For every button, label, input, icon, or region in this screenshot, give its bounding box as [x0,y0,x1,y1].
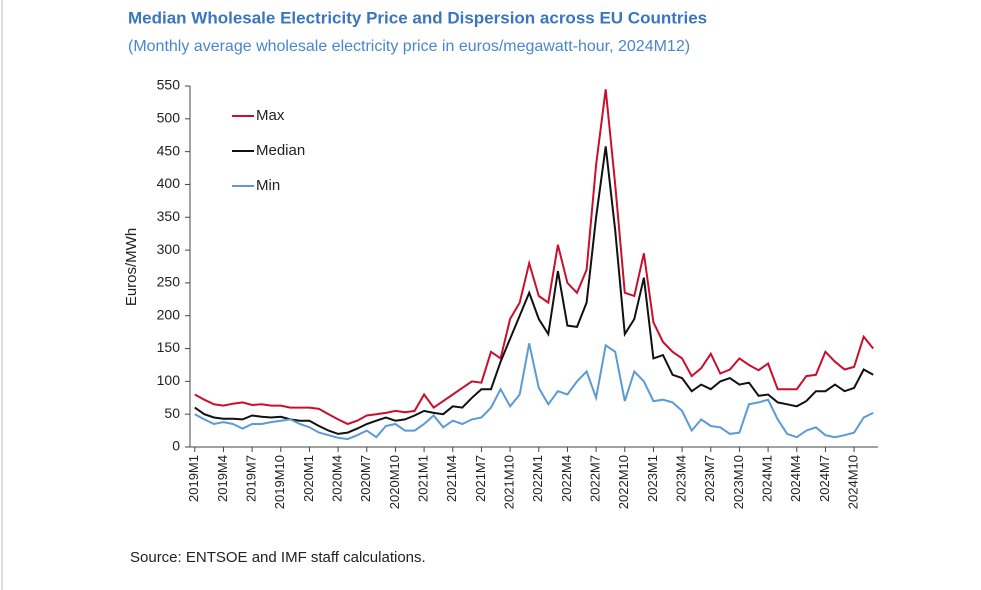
y-axis-label: Euros/MWh [123,228,140,306]
x-tick-label: 2020M10 [387,455,402,509]
line-series [194,343,874,441]
x-tick-label: 2023M4 [674,455,689,502]
y-tick-label: 150 [157,339,181,355]
x-tick-label: 2021M7 [473,455,488,502]
x-tick-label: 2023M1 [645,455,660,502]
x-tick-label: 2024M10 [846,455,861,509]
x-tick-label: 2024M4 [788,455,803,502]
y-tick-label: 250 [157,274,181,290]
x-tick-label: 2022M7 [588,455,603,502]
x-tick-label: 2023M10 [731,455,746,509]
chart-title: Median Wholesale Electricity Price and D… [128,8,707,27]
x-tick-label: 2022M10 [616,455,631,509]
line-series [194,89,874,426]
y-tick-label: 450 [157,142,181,158]
x-tick-label: 2019M4 [215,455,230,502]
y-tick-label: 300 [157,241,181,257]
x-tick-label: 2020M4 [330,455,345,502]
line-series [194,146,874,435]
chart-subtitle: (Monthly average wholesale electricity p… [128,38,690,55]
x-tick-label: 2022M4 [559,455,574,502]
x-tick-label: 2023M7 [702,455,717,502]
y-tick-label: 350 [157,208,181,224]
y-tick-label: 100 [157,372,181,388]
x-tick-label: 2020M1 [301,455,316,502]
x-tick-label: 2020M7 [358,455,373,502]
x-tick-label: 2022M1 [530,455,545,502]
x-tick-label: 2024M7 [817,455,832,502]
y-tick-label: 0 [172,438,180,454]
x-tick-label: 2021M1 [416,455,431,502]
y-tick-label: 200 [157,306,181,322]
x-tick-label: 2024M1 [760,455,775,502]
x-tick-label: 2021M4 [444,455,459,502]
x-tick-label: 2021M10 [502,455,517,509]
x-tick-label: 2019M1 [186,455,201,502]
legend-label: Min [256,177,280,194]
y-tick-label: 550 [157,77,181,93]
y-tick-label: 500 [157,110,181,126]
y-tick-label: 50 [164,405,180,421]
x-tick-label: 2019M10 [272,455,287,509]
x-tick-label: 2019M7 [244,455,259,502]
source: Source: ENTSOE and IMF staff calculation… [130,549,426,566]
legend-label: Median [256,142,305,159]
y-tick-label: 400 [157,175,181,191]
legend-label: Max [256,107,285,124]
